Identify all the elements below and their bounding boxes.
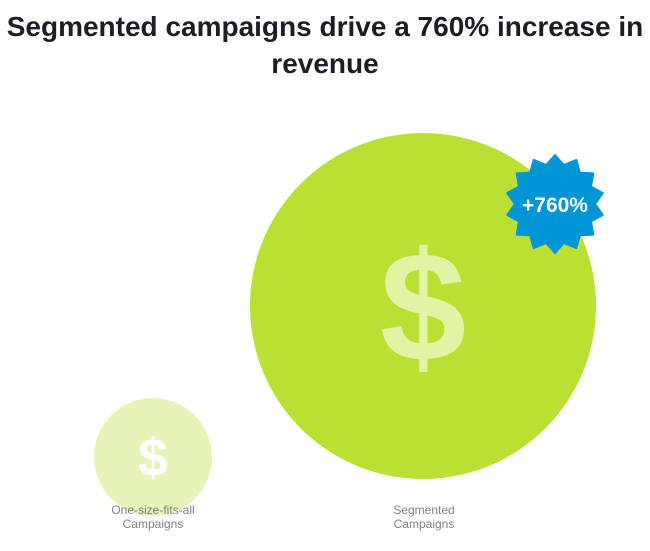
chart-title-line-1: Segmented campaigns drive a 760% increas… <box>6 11 644 42</box>
category-label-one-size: One-size-fits-all Campaigns <box>73 503 233 531</box>
badge-layer: +760% <box>506 154 604 254</box>
category-label-segmented: Segmented Campaigns <box>344 503 504 531</box>
category-label-one-size-line-2: Campaigns <box>122 517 184 531</box>
dollar-sign-icon: $ <box>138 429 168 488</box>
chart-title: Segmented campaigns drive a 760% increas… <box>0 8 650 82</box>
dollar-sign-icon: $ <box>380 219 467 393</box>
bubble-segmented: $ <box>250 133 596 479</box>
bubble-circle-one-size <box>94 398 212 516</box>
chart-title-line-2: revenue <box>271 48 379 79</box>
increase-badge: +760% <box>506 154 604 254</box>
category-label-one-size-line-1: One-size-fits-all <box>111 503 195 517</box>
starburst-badge <box>506 154 604 254</box>
category-label-segmented-line-1: Segmented <box>393 503 455 517</box>
badge-label: +760% <box>522 194 588 217</box>
bubbles-layer: $$ <box>94 133 596 516</box>
category-label-segmented-line-2: Campaigns <box>393 517 455 531</box>
bubble-circle-segmented <box>250 133 596 479</box>
bubble-one-size: $ <box>94 398 212 516</box>
